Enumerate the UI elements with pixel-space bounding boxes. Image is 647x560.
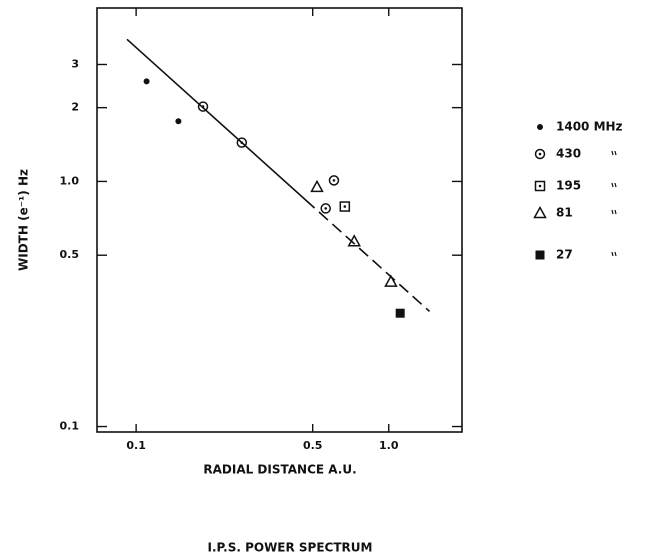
marker bbox=[534, 148, 546, 160]
y-tick-label: 1.0 bbox=[60, 174, 80, 187]
marker-part bbox=[320, 203, 331, 214]
marker bbox=[310, 179, 324, 193]
marker-part bbox=[347, 234, 361, 247]
legend-label: 1400 MHz bbox=[556, 120, 623, 134]
marker bbox=[143, 78, 150, 85]
x-tick-label: 0.1 bbox=[126, 439, 146, 452]
x-tick-label: 0.5 bbox=[303, 439, 323, 452]
legend-label: 195 bbox=[556, 179, 581, 193]
marker-part bbox=[197, 101, 209, 112]
marker-part bbox=[175, 118, 182, 125]
marker bbox=[347, 234, 361, 247]
x-tick-label: 1.0 bbox=[379, 439, 399, 452]
marker bbox=[535, 250, 545, 260]
marker-part bbox=[537, 124, 543, 130]
marker-part bbox=[538, 184, 542, 188]
caption: I.P.S. POWER SPECTRUM bbox=[208, 541, 373, 555]
marker bbox=[320, 203, 331, 214]
y-tick-label: 0.5 bbox=[60, 248, 80, 261]
y-tick-label: 3 bbox=[71, 57, 79, 70]
y-tick-label: 0.1 bbox=[60, 420, 80, 433]
y-tick-label: 2 bbox=[71, 101, 79, 114]
marker-part bbox=[236, 137, 248, 148]
marker-part bbox=[533, 205, 547, 219]
marker-part bbox=[328, 175, 340, 186]
marker-part bbox=[240, 141, 244, 144]
marker-part bbox=[534, 180, 546, 192]
marker bbox=[236, 137, 248, 148]
marker-part bbox=[310, 179, 324, 193]
marker bbox=[384, 274, 398, 287]
marker bbox=[197, 101, 209, 112]
marker bbox=[175, 118, 182, 125]
marker bbox=[339, 201, 351, 212]
marker-part bbox=[384, 274, 398, 287]
plot-frame bbox=[96, 7, 463, 433]
legend-label: 430 bbox=[556, 147, 581, 161]
marker-part bbox=[324, 207, 328, 210]
marker-part bbox=[534, 148, 546, 160]
marker bbox=[537, 124, 543, 130]
legend-label: 27 bbox=[556, 248, 573, 262]
ditto-mark bbox=[611, 182, 617, 188]
legend-label: 81 bbox=[556, 206, 573, 220]
marker-part bbox=[395, 308, 405, 318]
y-axis-label: WIDTH (e⁻¹) Hz bbox=[17, 169, 31, 271]
marker-part bbox=[332, 179, 336, 182]
marker-part bbox=[535, 250, 545, 260]
marker-part bbox=[339, 201, 351, 212]
marker-part bbox=[143, 78, 150, 85]
marker bbox=[533, 205, 547, 219]
marker bbox=[395, 308, 405, 318]
marker bbox=[328, 175, 340, 186]
ditto-mark bbox=[611, 251, 617, 257]
marker bbox=[534, 180, 546, 192]
ditto-mark bbox=[611, 150, 617, 156]
marker-part bbox=[538, 152, 542, 156]
fit-line bbox=[126, 38, 431, 312]
marker-part bbox=[343, 205, 347, 208]
x-axis-label: RADIAL DISTANCE A.U. bbox=[203, 463, 356, 477]
ditto-mark bbox=[611, 209, 617, 215]
marker-part bbox=[201, 105, 205, 108]
